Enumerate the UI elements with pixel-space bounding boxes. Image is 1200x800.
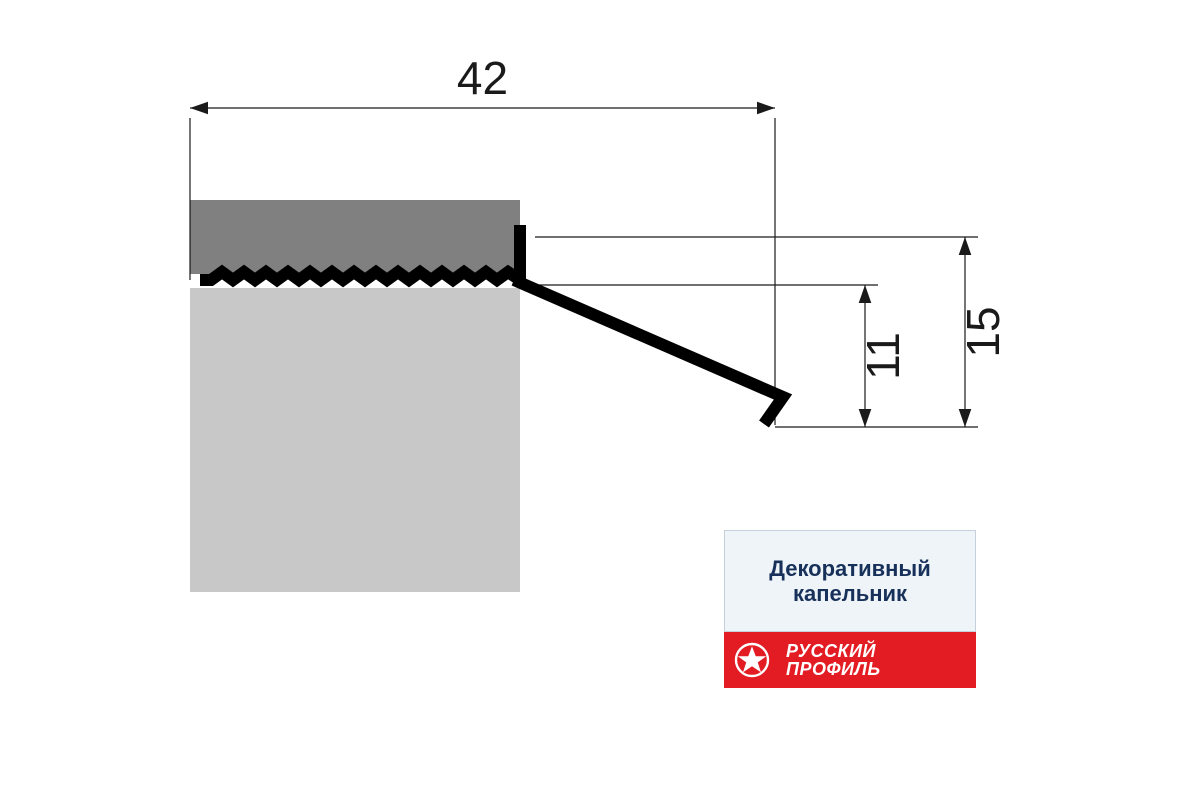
brand-logo: РУССКИЙ ПРОФИЛЬ — [724, 632, 976, 688]
star-icon — [724, 632, 780, 688]
svg-text:15: 15 — [957, 306, 1009, 357]
product-title-line1: Декоративный — [769, 556, 930, 581]
brand-logo-text: РУССКИЙ ПРОФИЛЬ — [780, 632, 976, 688]
technical-drawing: 42 15 11 — [0, 0, 1200, 800]
svg-text:11: 11 — [857, 332, 909, 380]
product-title-line2: капельник — [793, 581, 907, 606]
brand-line1: РУССКИЙ — [786, 642, 976, 660]
product-label: Декоративный капельник РУССКИЙ ПРОФИЛЬ — [724, 530, 976, 688]
product-label-title: Декоративный капельник — [724, 530, 976, 632]
brand-line2: ПРОФИЛЬ — [786, 660, 976, 678]
svg-text:42: 42 — [457, 52, 508, 104]
